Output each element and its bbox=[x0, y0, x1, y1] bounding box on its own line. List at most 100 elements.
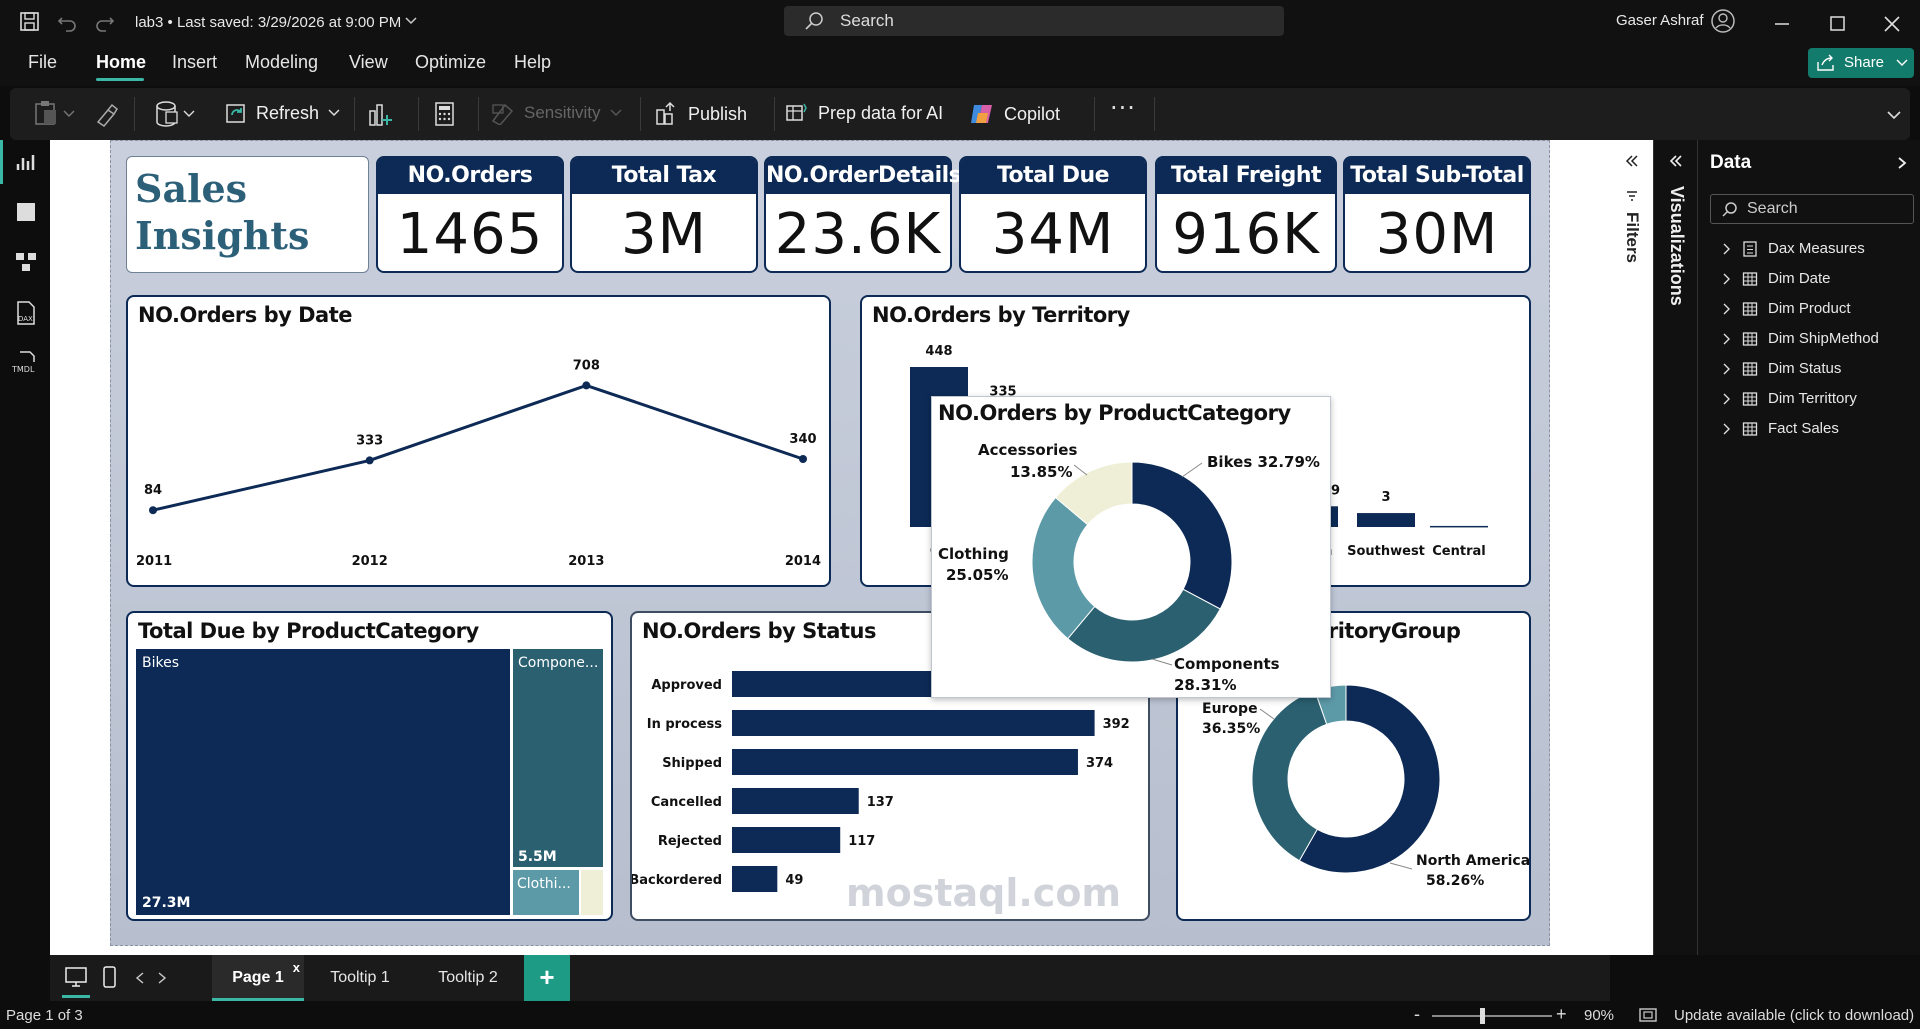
search-box[interactable]: Search bbox=[784, 6, 1284, 36]
active-view-indicator bbox=[0, 140, 3, 184]
expand-chevron-icon[interactable] bbox=[1722, 333, 1732, 345]
treemap-tile-accessories[interactable] bbox=[581, 870, 603, 915]
more-options[interactable]: ··· bbox=[1110, 94, 1136, 122]
expand-chevron-icon[interactable] bbox=[1722, 303, 1732, 315]
expand-filters-icon[interactable] bbox=[1624, 154, 1640, 168]
zoom-in-button[interactable]: + bbox=[1556, 1004, 1567, 1024]
separator bbox=[774, 97, 775, 131]
minimize-icon[interactable] bbox=[1772, 14, 1792, 34]
menu-optimize[interactable]: Optimize bbox=[415, 52, 487, 72]
treemap-tile-components[interactable]: Compone... 5.5M bbox=[513, 649, 603, 867]
slice-label: North America bbox=[1416, 853, 1529, 869]
chart-title: rritoryGroup bbox=[1318, 619, 1461, 643]
model-view-icon[interactable] bbox=[14, 250, 38, 274]
share-button[interactable]: Share bbox=[1808, 48, 1914, 78]
redo-icon[interactable] bbox=[94, 10, 116, 32]
kpi-card-order-details[interactable]: NO.OrderDetails 23.6K bbox=[764, 156, 962, 273]
data-field-item[interactable]: Dim ShipMethod bbox=[1722, 330, 1879, 347]
filters-label[interactable]: Filters bbox=[1623, 212, 1642, 264]
orders-by-date-chart[interactable]: NO.Orders by Date 84 2011 333 2012 708 2013 34… bbox=[126, 295, 831, 587]
menu-file[interactable]: File bbox=[28, 52, 58, 72]
data-field-item[interactable]: Fact Sales bbox=[1722, 420, 1839, 437]
prep-data-button[interactable]: Prep data for AI bbox=[784, 101, 943, 125]
refresh-icon bbox=[226, 104, 245, 123]
maximize-icon[interactable] bbox=[1828, 14, 1848, 34]
menu-modeling[interactable]: Modeling bbox=[245, 52, 319, 72]
total-due-treemap[interactable]: Total Due by ProductCategory Bikes 27.3M… bbox=[126, 611, 613, 921]
expand-visualizations-icon[interactable] bbox=[1668, 154, 1684, 168]
chevron-down-icon bbox=[328, 109, 340, 117]
menu-insert[interactable]: Insert bbox=[172, 52, 218, 72]
data-field-item[interactable]: Dim Date bbox=[1722, 270, 1831, 287]
save-icon[interactable] bbox=[18, 10, 42, 34]
treemap-tile-clothing[interactable]: Clothi... bbox=[513, 870, 579, 915]
close-icon[interactable] bbox=[1882, 14, 1902, 34]
new-visual-icon[interactable] bbox=[366, 101, 394, 129]
tooltip-product-category: NO.Orders by ProductCategory Bikes 32.79… bbox=[931, 396, 1331, 698]
data-field-item[interactable]: Dim Product bbox=[1722, 300, 1851, 317]
y-tick-label: Backordered bbox=[632, 873, 722, 888]
get-data-button[interactable] bbox=[154, 100, 204, 128]
kpi-card-tax[interactable]: Total Tax 3M bbox=[570, 156, 758, 273]
collapse-data-pane-icon[interactable] bbox=[1896, 156, 1910, 170]
search-icon bbox=[1722, 202, 1737, 217]
data-field-item[interactable]: Dim Status bbox=[1722, 360, 1841, 377]
expand-chevron-icon[interactable] bbox=[1722, 423, 1732, 435]
data-field-item[interactable]: Dim Territtory bbox=[1722, 390, 1857, 407]
chevron-down-icon bbox=[610, 109, 622, 117]
tab-close-icon[interactable]: x bbox=[292, 960, 300, 975]
tab-tooltip-2[interactable]: Tooltip 2 bbox=[416, 955, 520, 1001]
document-title[interactable]: lab3 • Last saved: 3/29/2026 at 9:00 PM bbox=[135, 14, 402, 31]
kpi-card-subtotal[interactable]: Total Sub-Total 30M bbox=[1343, 156, 1531, 273]
expand-chevron-icon[interactable] bbox=[1722, 273, 1732, 285]
dax-query-icon[interactable]: DAX bbox=[12, 300, 40, 328]
kpi-label: NO.Orders bbox=[378, 158, 562, 194]
next-page-icon[interactable] bbox=[156, 971, 168, 985]
kpi-card-orders[interactable]: NO.Orders 1465 bbox=[376, 156, 564, 273]
data-label: 333 bbox=[356, 433, 383, 448]
kpi-card-total-due[interactable]: Total Due 34M bbox=[959, 156, 1147, 273]
undo-icon[interactable] bbox=[56, 10, 78, 32]
collapse-ribbon-icon[interactable] bbox=[1886, 110, 1902, 122]
tab-tooltip-1[interactable]: Tooltip 1 bbox=[308, 955, 412, 1001]
zoom-slider[interactable] bbox=[1432, 1008, 1552, 1024]
menu-view[interactable]: View bbox=[349, 52, 388, 72]
calculator-icon[interactable] bbox=[432, 101, 458, 127]
fit-to-page-icon[interactable] bbox=[1638, 1007, 1658, 1023]
kpi-value: 3M bbox=[621, 202, 707, 267]
refresh-button[interactable]: Refresh bbox=[224, 101, 341, 125]
menu-home[interactable]: Home bbox=[96, 52, 147, 72]
zoom-slider-thumb[interactable] bbox=[1480, 1008, 1485, 1024]
paste-button[interactable] bbox=[32, 100, 84, 128]
treemap-tile-bikes[interactable]: Bikes 27.3M bbox=[136, 649, 510, 915]
format-painter-icon[interactable] bbox=[94, 102, 120, 128]
filters-pane-collapsed[interactable]: Filters bbox=[1610, 140, 1653, 955]
kpi-card-freight[interactable]: Total Freight 916K bbox=[1155, 156, 1337, 273]
avatar-icon[interactable] bbox=[1710, 8, 1736, 34]
report-view-icon[interactable] bbox=[14, 150, 38, 174]
zoom-out-button[interactable]: - bbox=[1414, 1004, 1420, 1024]
expand-chevron-icon[interactable] bbox=[1722, 243, 1732, 255]
desktop-layout-icon[interactable] bbox=[64, 965, 88, 989]
publish-button[interactable]: Publish bbox=[654, 101, 747, 127]
visualizations-pane-collapsed[interactable]: Visualizations bbox=[1653, 140, 1698, 955]
expand-chevron-icon[interactable] bbox=[1722, 363, 1732, 375]
data-search-input[interactable]: Search bbox=[1710, 194, 1914, 224]
prev-page-icon[interactable] bbox=[134, 971, 146, 985]
expand-chevron-icon[interactable] bbox=[1722, 393, 1732, 405]
mobile-layout-icon[interactable] bbox=[98, 965, 122, 989]
add-page-button[interactable]: + bbox=[524, 955, 570, 1001]
update-available-link[interactable]: Update available (click to download) bbox=[1674, 1007, 1915, 1024]
visualizations-label[interactable]: Visualizations bbox=[1667, 186, 1687, 306]
svg-text:TMDL: TMDL bbox=[11, 365, 35, 374]
table-view-icon[interactable] bbox=[14, 200, 38, 224]
menu-help[interactable]: Help bbox=[514, 52, 552, 72]
kpi-label: Total Due bbox=[961, 158, 1145, 194]
data-field-item[interactable]: Dax Measures bbox=[1722, 240, 1865, 257]
copilot-button[interactable]: Copilot bbox=[968, 101, 1060, 127]
user-name[interactable]: Gaser Ashraf bbox=[1616, 12, 1704, 29]
x-tick-label: 2012 bbox=[352, 554, 388, 569]
tmdl-view-icon[interactable]: TMDL bbox=[10, 348, 42, 376]
tab-page-1[interactable]: Page 1 x bbox=[212, 955, 304, 1001]
chevron-down-icon[interactable] bbox=[404, 16, 418, 26]
